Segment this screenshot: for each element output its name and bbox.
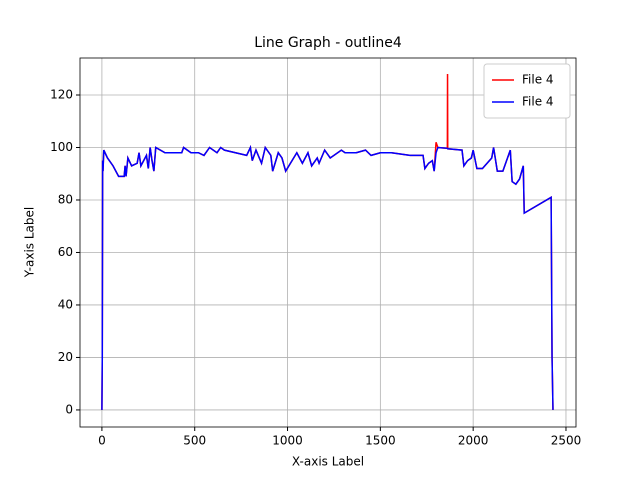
x-tick-label: 2500 [551,434,582,448]
x-tick-label: 1500 [365,434,396,448]
y-tick-label: 0 [65,402,73,416]
y-tick-label: 40 [58,297,73,311]
y-tick-label: 80 [58,192,73,206]
data-line [101,144,554,410]
legend-box [483,63,571,119]
x-tick-label: 500 [183,434,206,448]
x-tick-label: 2000 [458,434,489,448]
y-tick-label: 20 [58,350,73,364]
y-tick-label: 120 [50,88,73,102]
y-tick-label: 60 [58,245,73,259]
data-line [101,74,554,410]
legend-label: File 4 [522,95,554,109]
plot-frame [79,57,577,428]
chart-title: Line Graph - outline4 [254,35,402,51]
x-tick-label: 1000 [272,434,303,448]
x-axis-label: X-axis Label [292,455,364,469]
x-tick-label: 0 [98,434,106,448]
y-axis-label: Y-axis Label [23,207,37,278]
y-tick-label: 100 [50,140,73,154]
legend-label: File 4 [522,73,554,87]
